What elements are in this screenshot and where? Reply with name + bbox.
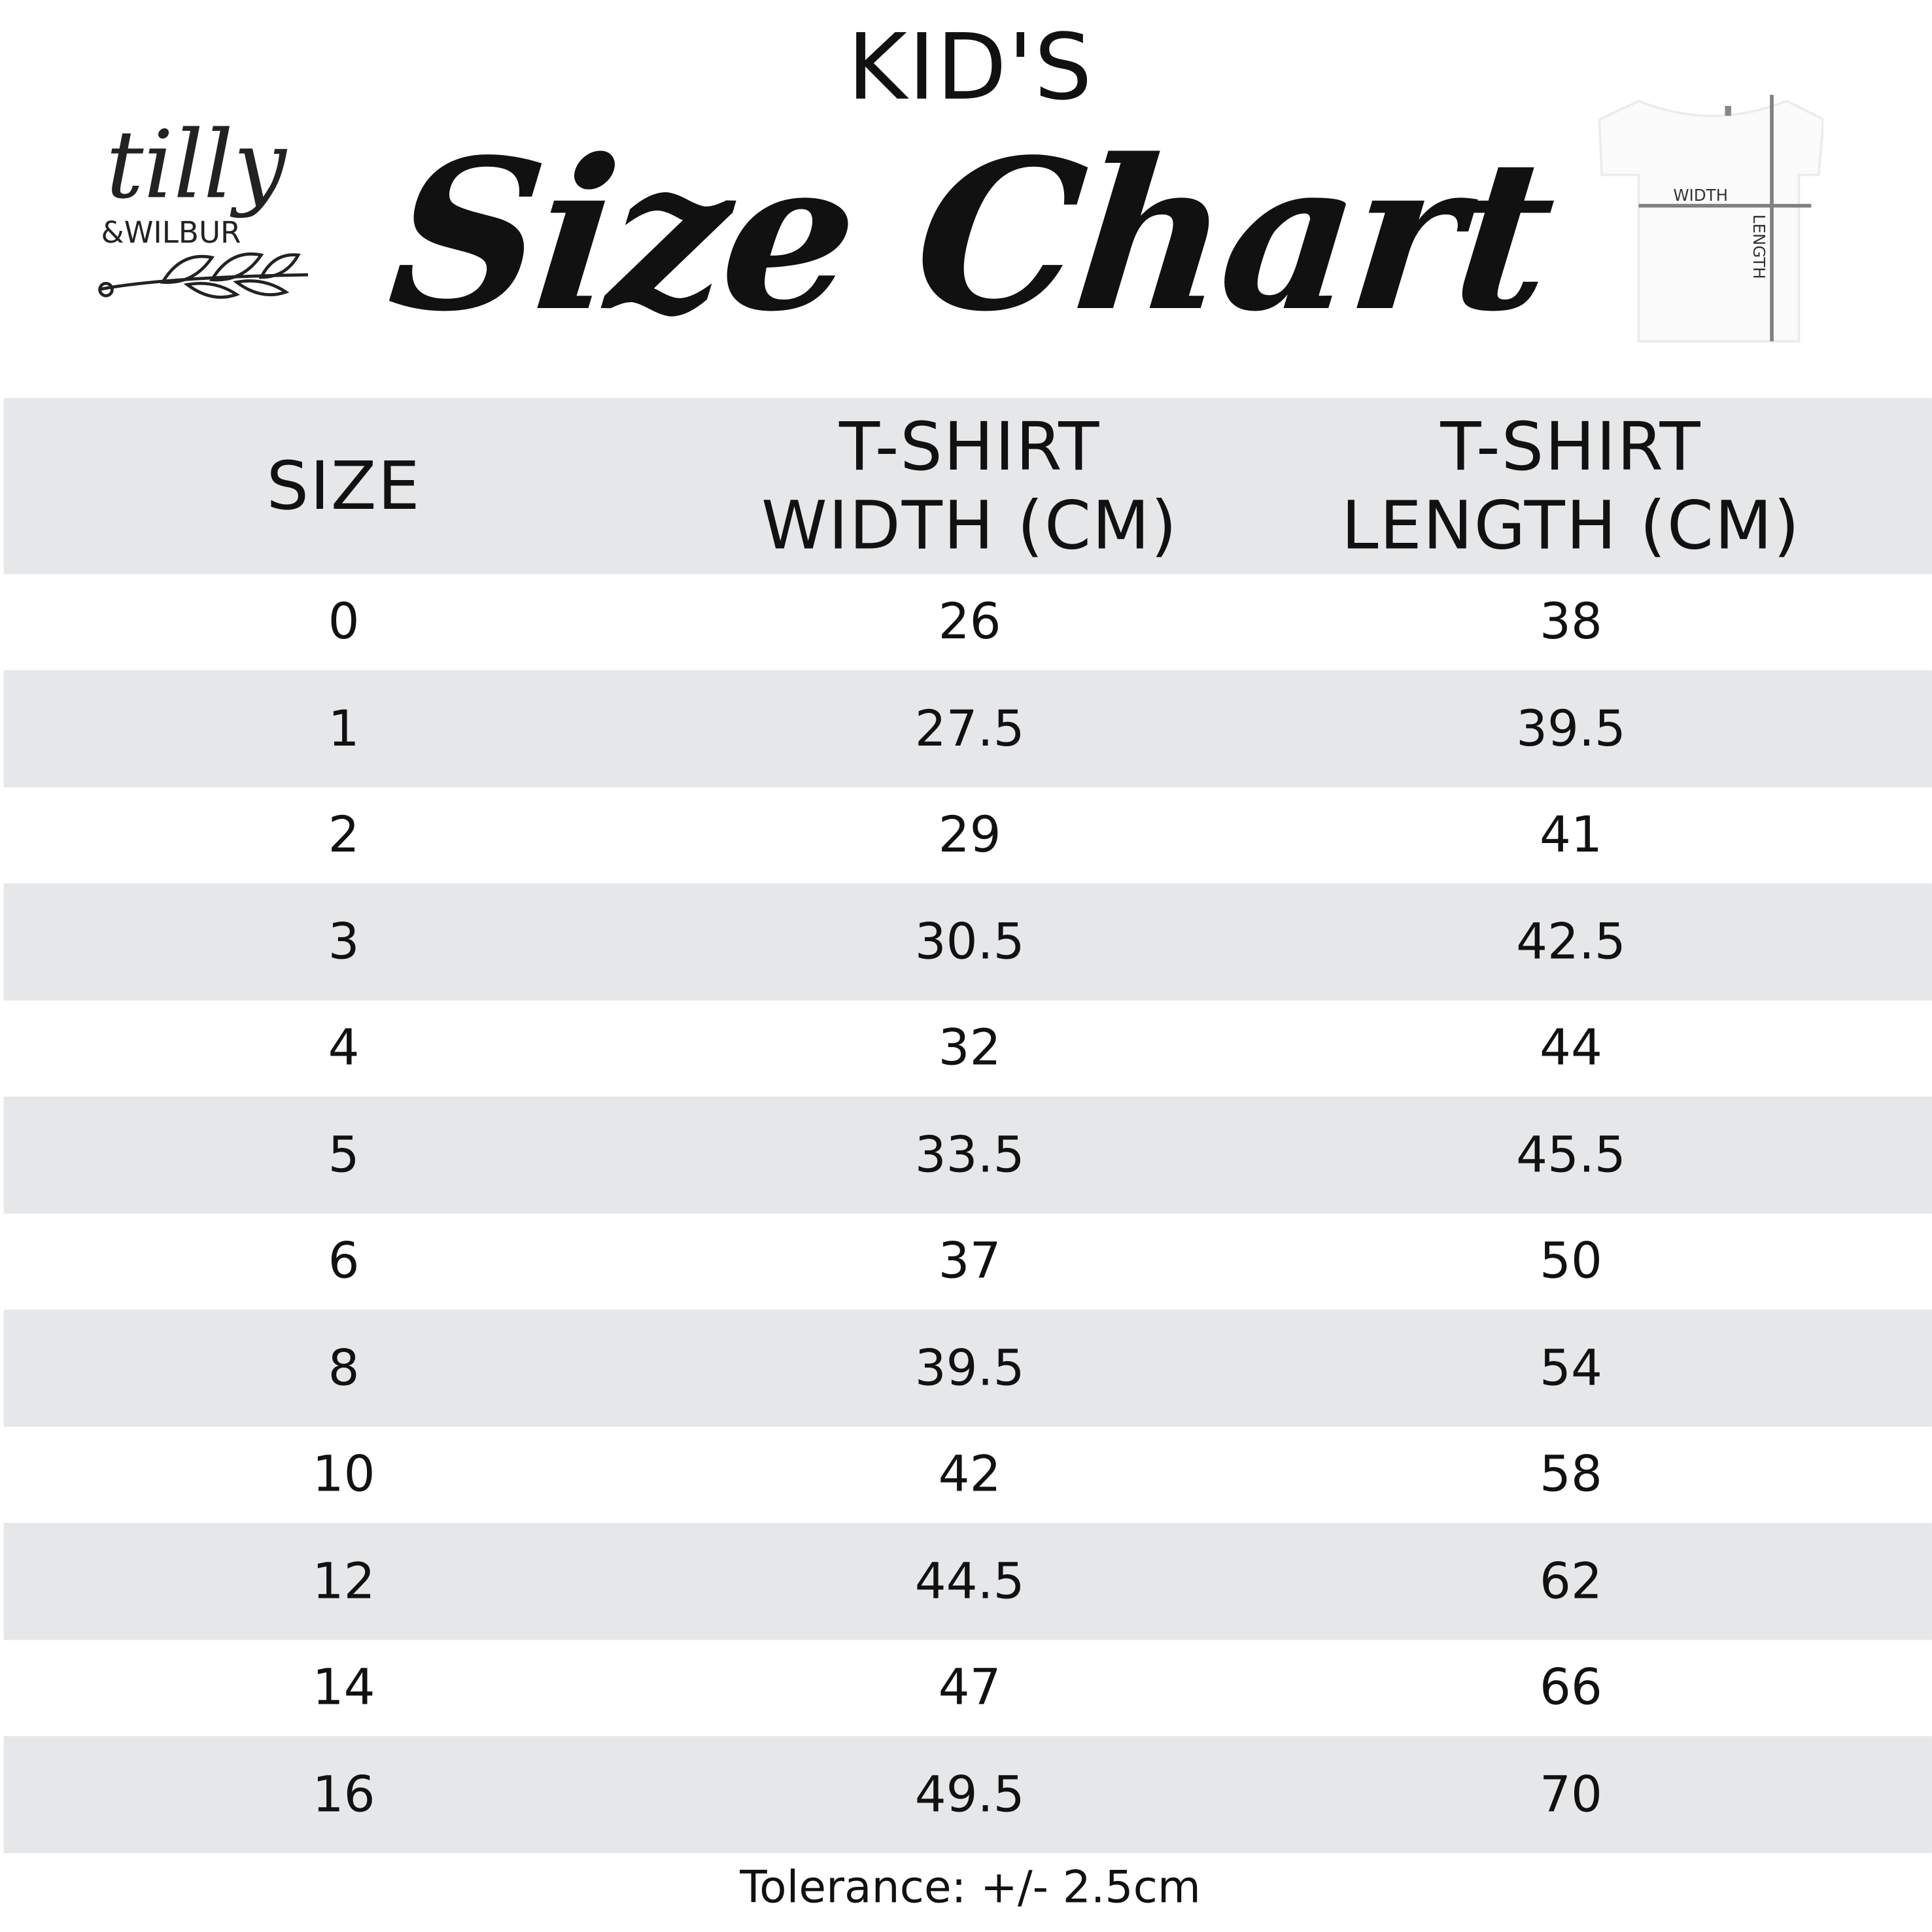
length-cell: 50 bbox=[1540, 1233, 1602, 1290]
width-cell: 33.5 bbox=[914, 1126, 1025, 1184]
size-cell: 16 bbox=[312, 1766, 375, 1823]
table-row: 6 37 50 bbox=[4, 1214, 1932, 1310]
table-row: 12 44.5 62 bbox=[3, 1523, 1932, 1640]
header-line: T-SHIRT bbox=[1440, 407, 1702, 485]
length-cell: 41 bbox=[1540, 806, 1602, 864]
width-cell: 44.5 bbox=[914, 1553, 1025, 1610]
width-cell: 27.5 bbox=[914, 700, 1025, 757]
table-row: 5 33.5 45.5 bbox=[3, 1096, 1932, 1214]
brand-logo: tilly &WILBUR bbox=[98, 110, 309, 299]
length-cell: 45.5 bbox=[1516, 1126, 1626, 1184]
width-cell: 49.5 bbox=[914, 1766, 1025, 1823]
column-header-size: SIZE bbox=[266, 446, 421, 525]
length-cell: 38 bbox=[1540, 594, 1602, 651]
size-cell: 3 bbox=[328, 913, 360, 971]
header-line: LENGTH (CM) bbox=[1341, 486, 1801, 564]
width-label: WIDTH bbox=[1673, 186, 1728, 205]
size-cell: 12 bbox=[312, 1553, 375, 1610]
table-row: 8 39.5 54 bbox=[3, 1309, 1932, 1427]
table-row: 10 42 58 bbox=[4, 1427, 1932, 1523]
size-cell: 14 bbox=[312, 1659, 375, 1717]
table-row: 16 49.5 70 bbox=[3, 1736, 1932, 1854]
column-header-length: T-SHIRT LENGTH (CM) bbox=[1263, 398, 1879, 574]
size-cell: 0 bbox=[328, 594, 360, 651]
t-shirt-icon: WIDTH LENGTH bbox=[1598, 95, 1824, 343]
size-cell: 8 bbox=[328, 1339, 360, 1397]
size-table: SIZE T-SHIRT WIDTH (CM) T-SHIRT LENGTH (CM… bbox=[3, 398, 1932, 1854]
width-cell: 47 bbox=[938, 1659, 1001, 1717]
length-cell: 66 bbox=[1540, 1659, 1602, 1717]
length-cell: 39.5 bbox=[1516, 700, 1626, 757]
size-cell: 10 bbox=[312, 1446, 375, 1504]
width-cell: 32 bbox=[938, 1020, 1001, 1077]
width-cell: 39.5 bbox=[914, 1339, 1025, 1397]
width-cell: 29 bbox=[938, 806, 1001, 864]
size-cell: 6 bbox=[328, 1233, 360, 1290]
column-header-width: T-SHIRT WIDTH (CM) bbox=[723, 398, 1216, 574]
length-cell: 62 bbox=[1540, 1553, 1602, 1610]
width-cell: 30.5 bbox=[914, 913, 1025, 971]
length-cell: 42.5 bbox=[1516, 913, 1626, 971]
width-cell: 26 bbox=[938, 594, 1001, 651]
header-line: T-SHIRT bbox=[839, 407, 1101, 485]
table-row: 0 26 38 bbox=[4, 574, 1932, 670]
logo-line2: &WILBUR bbox=[101, 215, 241, 250]
length-cell: 70 bbox=[1540, 1766, 1602, 1823]
header-line: WIDTH (CM) bbox=[761, 486, 1179, 564]
kids-label: KID'S bbox=[847, 14, 1094, 121]
leaf-branch-icon bbox=[98, 252, 309, 299]
table-row: 4 32 44 bbox=[4, 1001, 1932, 1097]
size-cell: 4 bbox=[328, 1020, 360, 1077]
table-row: 2 29 41 bbox=[4, 787, 1932, 884]
size-cell: 1 bbox=[328, 700, 360, 757]
table-row: 1 27.5 39.5 bbox=[3, 670, 1932, 787]
width-cell: 37 bbox=[938, 1233, 1001, 1290]
length-label: LENGTH bbox=[1750, 215, 1768, 279]
tolerance-note: Tolerance: +/- 2.5cm bbox=[740, 1863, 1201, 1914]
size-cell: 5 bbox=[328, 1126, 360, 1184]
table-row: 14 47 66 bbox=[4, 1640, 1932, 1736]
length-cell: 44 bbox=[1540, 1020, 1602, 1077]
table-row: 3 30.5 42.5 bbox=[3, 883, 1932, 1001]
length-cell: 58 bbox=[1540, 1446, 1602, 1504]
table-header: SIZE T-SHIRT WIDTH (CM) T-SHIRT LENGTH (CM… bbox=[3, 398, 1932, 574]
size-cell: 2 bbox=[328, 806, 360, 864]
width-cell: 42 bbox=[938, 1446, 1001, 1504]
logo-line1: tilly bbox=[106, 110, 288, 219]
length-cell: 54 bbox=[1540, 1339, 1602, 1397]
